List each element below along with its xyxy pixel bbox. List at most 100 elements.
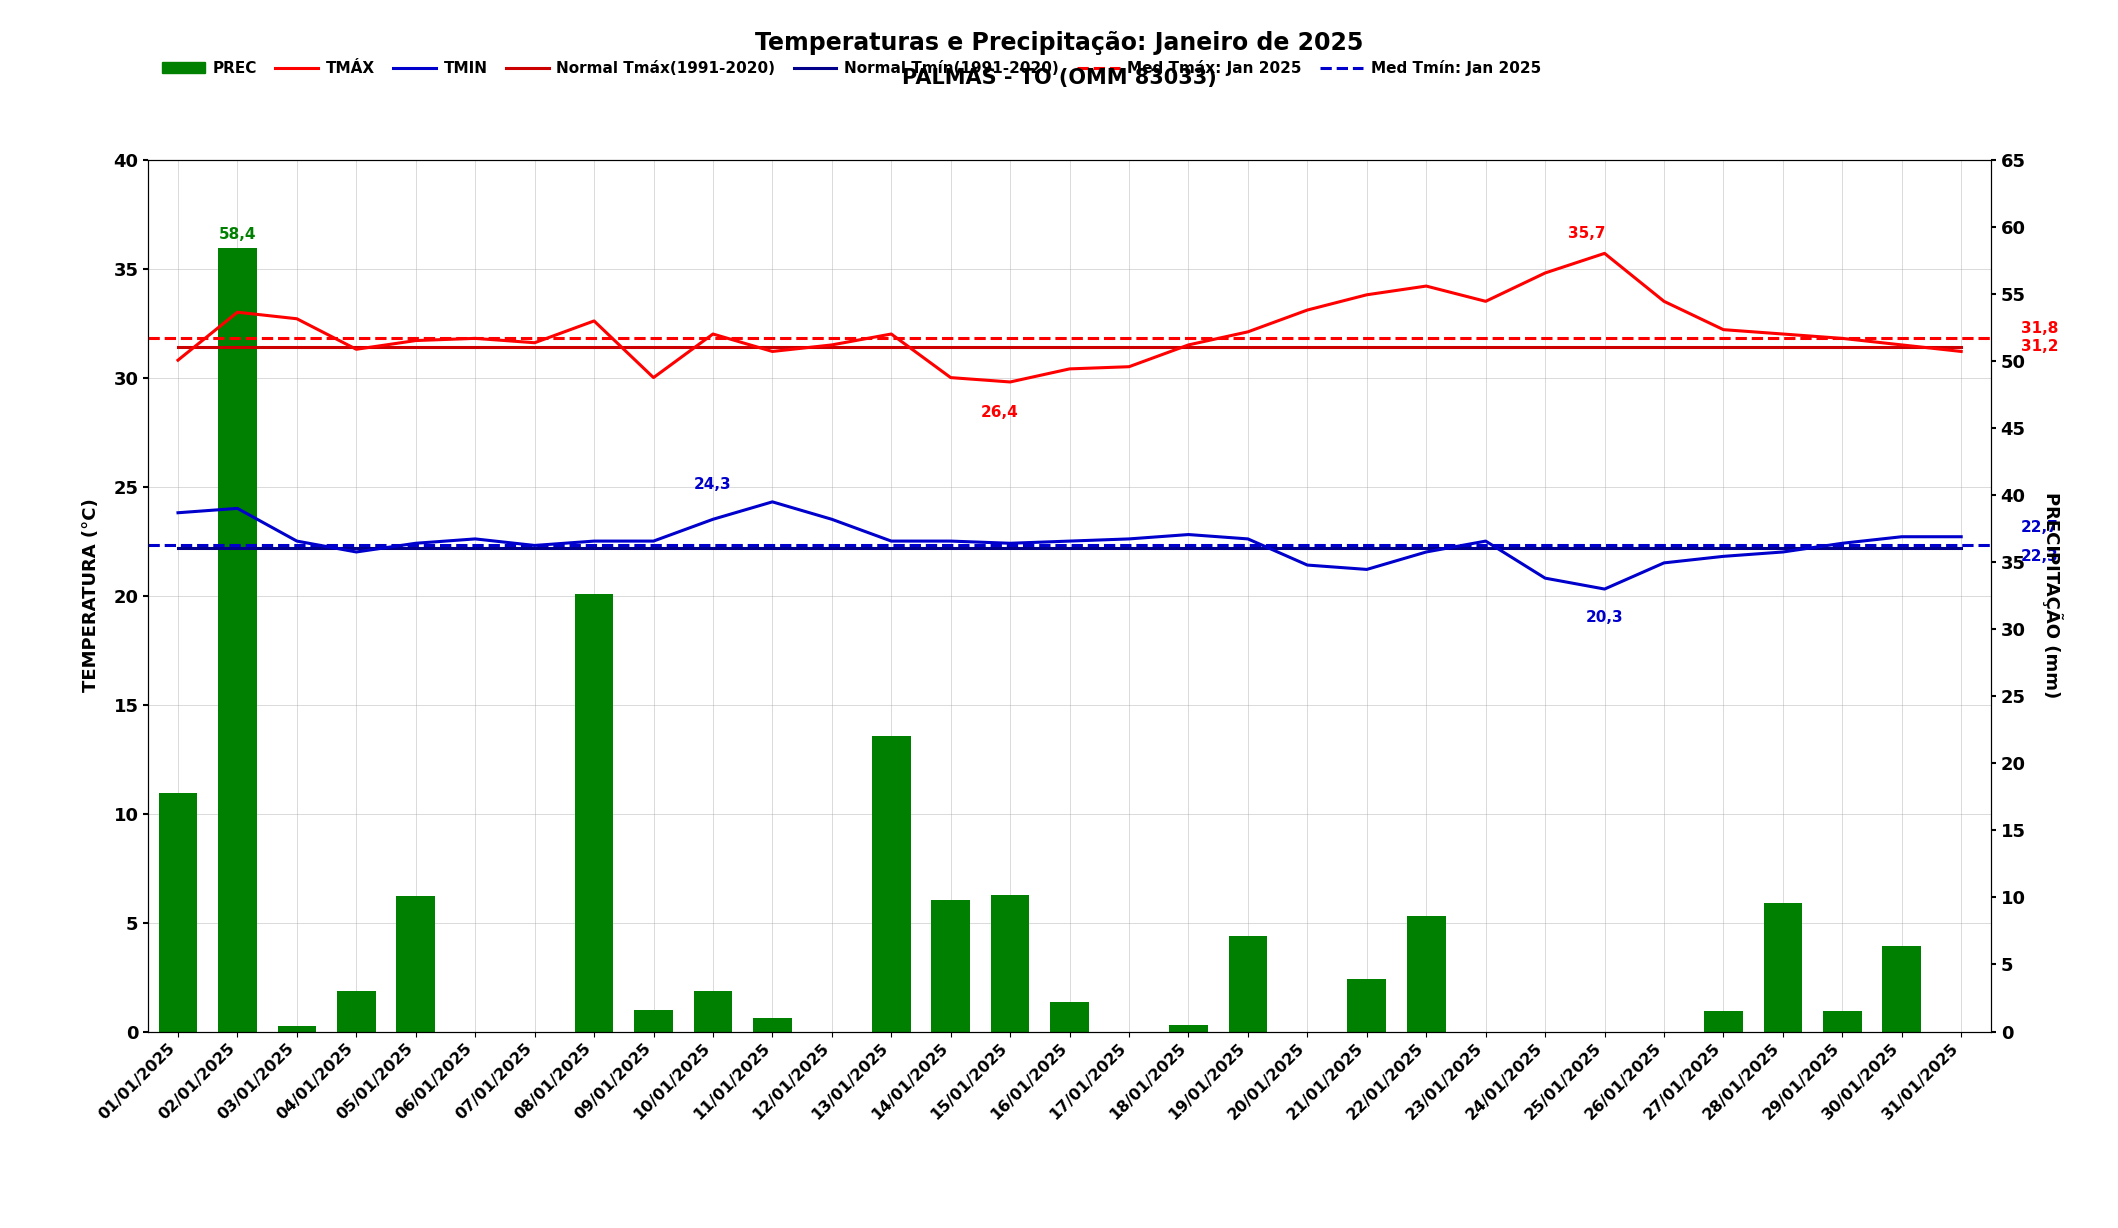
TMÁX <box>1116 360 1142 375</box>
Normal Tmín(1991-2020) <box>1711 540 1737 555</box>
Normal Tmín(1991-2020) <box>701 540 726 555</box>
TMIN <box>580 534 606 549</box>
TMIN <box>701 512 726 527</box>
TMIN <box>1533 571 1559 586</box>
Text: 31,2: 31,2 <box>2021 339 2059 355</box>
Normal Tmín(1991-2020) <box>1413 540 1438 555</box>
Bar <box>633 1011 674 1032</box>
Normal Tmáx(1991-2020) <box>462 340 487 355</box>
TMÁX <box>1472 293 1497 308</box>
TMÁX <box>1949 344 1974 359</box>
Normal Tmáx(1991-2020) <box>402 340 428 355</box>
Text: 58,4: 58,4 <box>218 227 256 242</box>
Normal Tmín(1991-2020) <box>1830 540 1855 555</box>
Normal Tmáx(1991-2020) <box>879 340 904 355</box>
Normal Tmín(1991-2020) <box>1472 540 1497 555</box>
Bar <box>1824 1012 1862 1032</box>
TMIN <box>1353 562 1379 577</box>
TMÁX <box>1235 324 1260 339</box>
TMIN <box>521 538 546 553</box>
Normal Tmín(1991-2020) <box>1889 540 1915 555</box>
Normal Tmáx(1991-2020) <box>1057 340 1082 355</box>
TMIN <box>1593 582 1618 597</box>
Bar <box>574 594 614 1032</box>
TMÁX <box>879 327 904 341</box>
Normal Tmín(1991-2020) <box>760 540 786 555</box>
TMÁX <box>1830 332 1855 346</box>
TMIN <box>1889 529 1915 544</box>
Normal Tmáx(1991-2020) <box>1472 340 1497 355</box>
Bar <box>1347 979 1385 1032</box>
Normal Tmáx(1991-2020) <box>998 340 1023 355</box>
Line: TMÁX: TMÁX <box>178 253 1961 382</box>
TMÁX <box>521 335 546 350</box>
Med Tmáx: Jan 2025: (1, 31.8): Jan 2025: (1, 31.8) <box>225 332 250 346</box>
Bar <box>396 896 434 1032</box>
TMÁX <box>938 371 964 386</box>
Normal Tmáx(1991-2020) <box>1830 340 1855 355</box>
Bar <box>159 793 197 1032</box>
Bar <box>1705 1012 1743 1032</box>
TMÁX <box>1413 279 1438 293</box>
TMIN <box>1711 549 1737 564</box>
TMÁX <box>998 375 1023 389</box>
Text: 31,8: 31,8 <box>2021 321 2059 336</box>
Normal Tmín(1991-2020) <box>521 540 546 555</box>
Normal Tmáx(1991-2020) <box>165 340 191 355</box>
TMIN <box>225 501 250 516</box>
TMÁX <box>701 327 726 341</box>
TMÁX <box>1533 265 1559 280</box>
Normal Tmín(1991-2020) <box>642 540 667 555</box>
Normal Tmáx(1991-2020) <box>1711 340 1737 355</box>
Med Tmín: Jan 2025: (0, 22.3): Jan 2025: (0, 22.3) <box>165 538 191 553</box>
TMIN <box>402 535 428 550</box>
TMIN <box>165 506 191 521</box>
TMÁX <box>1711 322 1737 336</box>
Text: PALMAS - TO (OMM 83033): PALMAS - TO (OMM 83033) <box>902 68 1216 87</box>
Bar <box>1764 903 1802 1032</box>
Bar <box>932 900 970 1032</box>
Normal Tmín(1991-2020) <box>1652 540 1677 555</box>
Bar <box>991 895 1029 1032</box>
Legend: PREC, TMÁX, TMIN, Normal Tmáx(1991-2020), Normal Tmín(1991-2020), Med Tmáx: Jan : PREC, TMÁX, TMIN, Normal Tmáx(1991-2020)… <box>157 54 1546 82</box>
Normal Tmáx(1991-2020) <box>820 340 845 355</box>
Text: 26,4: 26,4 <box>981 405 1019 420</box>
TMÁX <box>462 332 487 346</box>
Normal Tmín(1991-2020) <box>820 540 845 555</box>
TMIN <box>1294 558 1320 572</box>
Normal Tmáx(1991-2020) <box>1175 340 1201 355</box>
TMÁX <box>1057 361 1082 376</box>
Bar <box>693 991 733 1032</box>
TMIN <box>462 532 487 546</box>
TMÁX <box>402 333 428 348</box>
TMIN <box>343 545 369 560</box>
Normal Tmín(1991-2020) <box>1353 540 1379 555</box>
Normal Tmáx(1991-2020) <box>1235 340 1260 355</box>
Normal Tmín(1991-2020) <box>1533 540 1559 555</box>
Normal Tmín(1991-2020) <box>1175 540 1201 555</box>
Normal Tmáx(1991-2020) <box>1353 340 1379 355</box>
Text: 22,7: 22,7 <box>2021 521 2059 535</box>
Normal Tmín(1991-2020) <box>938 540 964 555</box>
Bar <box>754 1018 792 1032</box>
Normal Tmáx(1991-2020) <box>1949 340 1974 355</box>
Normal Tmín(1991-2020) <box>165 540 191 555</box>
Med Tmáx: Jan 2025: (0, 31.8): Jan 2025: (0, 31.8) <box>165 332 191 346</box>
Normal Tmín(1991-2020) <box>402 540 428 555</box>
Normal Tmáx(1991-2020) <box>284 340 309 355</box>
Normal Tmín(1991-2020) <box>1057 540 1082 555</box>
Normal Tmín(1991-2020) <box>998 540 1023 555</box>
Normal Tmín(1991-2020) <box>1235 540 1260 555</box>
Bar <box>218 248 256 1032</box>
TMÁX <box>1593 246 1618 260</box>
TMÁX <box>1652 293 1677 308</box>
TMÁX <box>1353 287 1379 302</box>
TMÁX <box>580 313 606 328</box>
TMÁX <box>820 338 845 352</box>
Normal Tmáx(1991-2020) <box>343 340 369 355</box>
TMÁX <box>343 341 369 356</box>
Normal Tmáx(1991-2020) <box>1652 340 1677 355</box>
Y-axis label: TEMPERATURA (°C): TEMPERATURA (°C) <box>83 499 100 693</box>
Normal Tmín(1991-2020) <box>1294 540 1320 555</box>
Normal Tmín(1991-2020) <box>1949 540 1974 555</box>
